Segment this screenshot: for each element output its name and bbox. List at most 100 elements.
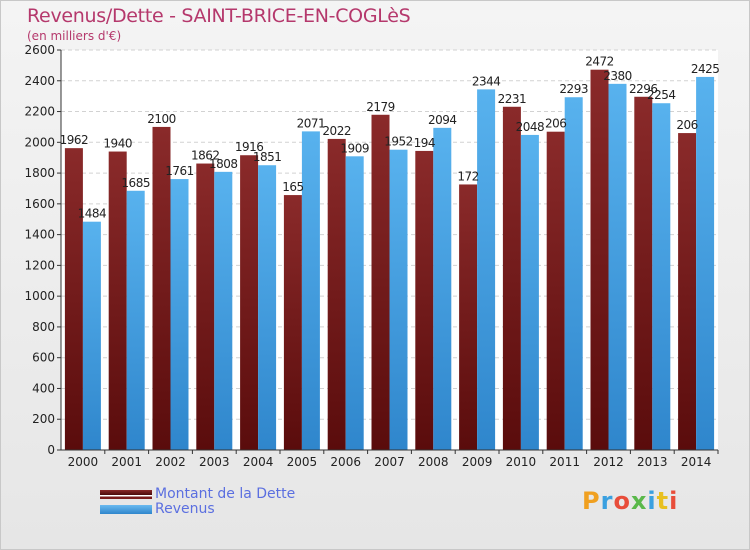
data-label: 2296 bbox=[629, 82, 658, 96]
y-tick-label: 800 bbox=[32, 320, 55, 334]
bars-layer bbox=[64, 69, 715, 451]
x-tick-label: 2009 bbox=[462, 455, 493, 469]
bar-revenue bbox=[608, 83, 627, 450]
x-tick-label: 2006 bbox=[330, 455, 361, 469]
x-tick-label: 2002 bbox=[155, 455, 186, 469]
bar-revenue bbox=[433, 127, 452, 450]
data-label: 1808 bbox=[209, 157, 238, 171]
data-label: 2100 bbox=[147, 112, 176, 126]
x-tick-label: 2008 bbox=[418, 455, 449, 469]
data-label: 2293 bbox=[559, 82, 588, 96]
data-label: 2094 bbox=[428, 113, 457, 127]
bar-revenue bbox=[564, 97, 583, 450]
y-tick-label: 1600 bbox=[24, 197, 55, 211]
y-tick-label: 200 bbox=[32, 412, 55, 426]
logo-letter: t bbox=[656, 487, 670, 515]
data-label: 1962 bbox=[60, 133, 89, 147]
x-tick-label: 2007 bbox=[374, 455, 405, 469]
x-tick-label: 2005 bbox=[287, 455, 318, 469]
bar-revenue bbox=[258, 165, 277, 450]
data-label: 2472 bbox=[585, 55, 614, 69]
bar-debt bbox=[327, 138, 346, 450]
x-tick-label: 2003 bbox=[199, 455, 230, 469]
bar-revenue bbox=[652, 103, 671, 450]
bar-revenue bbox=[389, 149, 408, 450]
data-label: 172 bbox=[457, 169, 478, 183]
bar-revenue bbox=[82, 221, 101, 450]
logo-letter: i bbox=[647, 487, 657, 515]
x-tick-label: 2012 bbox=[593, 455, 624, 469]
y-tick-label: 2600 bbox=[24, 43, 55, 57]
legend-swatch-debt bbox=[100, 490, 152, 499]
logo-letter: r bbox=[600, 487, 614, 515]
data-label: 1940 bbox=[103, 137, 132, 151]
y-tick-label: 400 bbox=[32, 381, 55, 395]
bar-revenue bbox=[477, 89, 496, 450]
bar-revenue bbox=[520, 134, 539, 450]
data-label: 1484 bbox=[78, 207, 107, 221]
y-tick-label: 0 bbox=[47, 443, 55, 457]
bar-debt bbox=[415, 150, 434, 450]
x-tick-label: 2010 bbox=[506, 455, 537, 469]
data-label: 206 bbox=[545, 117, 566, 131]
bar-debt bbox=[152, 126, 171, 450]
bar-debt bbox=[108, 151, 127, 451]
data-label: 2254 bbox=[647, 88, 676, 102]
y-tick-label: 2400 bbox=[24, 74, 55, 88]
bar-debt bbox=[590, 69, 609, 450]
chart-title: Revenus/Dette - SAINT-BRICE-EN-COGLèS bbox=[27, 5, 411, 27]
y-tick-label: 1800 bbox=[24, 166, 55, 180]
legend-swatch-revenue bbox=[100, 505, 152, 514]
bar-revenue bbox=[696, 76, 715, 450]
data-label: 206 bbox=[676, 118, 697, 132]
bar-revenue bbox=[214, 171, 233, 450]
y-tick-label: 1400 bbox=[24, 228, 55, 242]
x-tick-label: 2004 bbox=[243, 455, 274, 469]
bar-revenue bbox=[126, 190, 145, 450]
bar-debt bbox=[196, 163, 215, 451]
legend-label-revenue: Revenus bbox=[155, 501, 215, 517]
data-label: 1685 bbox=[121, 176, 150, 190]
data-label: 2231 bbox=[498, 92, 527, 106]
x-tick-label: 2014 bbox=[681, 455, 712, 469]
data-label: 2179 bbox=[366, 100, 395, 114]
logo-letter: o bbox=[613, 487, 631, 515]
bar-debt bbox=[283, 195, 302, 450]
bar-debt bbox=[502, 106, 521, 451]
data-label: 1761 bbox=[165, 164, 194, 178]
proxiti-logo: Proxiti bbox=[582, 487, 678, 515]
x-tick-label: 2011 bbox=[549, 455, 580, 469]
x-tick-label: 2013 bbox=[637, 455, 668, 469]
data-label: 1916 bbox=[235, 140, 264, 154]
y-tick-label: 2000 bbox=[24, 135, 55, 149]
bar-debt bbox=[634, 96, 653, 451]
x-tick-label: 2001 bbox=[111, 455, 142, 469]
logo-letter: P bbox=[582, 487, 601, 515]
bar-revenue bbox=[301, 131, 320, 450]
bar-debt bbox=[64, 148, 83, 450]
data-label: 2380 bbox=[603, 69, 632, 83]
chart-subtitle: (en milliers d'€) bbox=[27, 29, 122, 43]
bar-debt bbox=[459, 184, 478, 450]
legend-label-debt: Montant de la Dette bbox=[155, 486, 296, 502]
data-label: 2048 bbox=[516, 120, 545, 134]
y-tick-label: 1000 bbox=[24, 289, 55, 303]
data-label: 2425 bbox=[691, 62, 720, 76]
bar-revenue bbox=[345, 156, 364, 451]
bar-debt bbox=[678, 133, 697, 451]
x-tick-label: 2000 bbox=[68, 455, 99, 469]
bar-debt bbox=[546, 131, 565, 450]
data-label: 2071 bbox=[297, 116, 326, 130]
logo-letter: x bbox=[630, 487, 648, 515]
bar-debt bbox=[371, 114, 390, 451]
data-label: 2344 bbox=[472, 74, 501, 88]
logo-letter: i bbox=[669, 487, 679, 515]
data-label: 2022 bbox=[322, 124, 351, 138]
y-tick-label: 2200 bbox=[24, 105, 55, 119]
data-label: 1909 bbox=[340, 141, 369, 155]
data-label: 165 bbox=[282, 180, 303, 194]
axis-layer: 0 200 400 600 800 1000 1200 1400 1600 1800 2000 220… bbox=[24, 43, 719, 469]
y-tick-label: 1200 bbox=[24, 258, 55, 272]
